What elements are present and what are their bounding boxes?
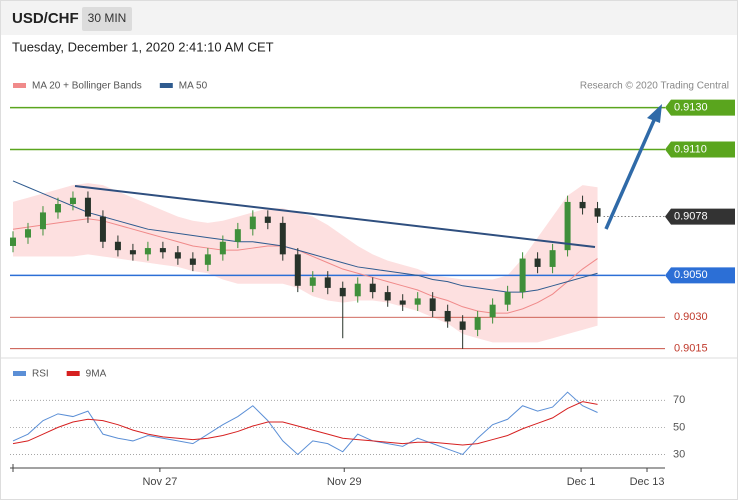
legend-swatch — [13, 83, 26, 88]
x-tick-label: Nov 27 — [142, 476, 177, 488]
level-label: 0.9130 — [674, 101, 708, 113]
x-tick-label: Nov 29 — [327, 476, 362, 488]
level-box — [665, 208, 735, 225]
legend-label: MA 50 — [179, 81, 208, 92]
candle-body — [279, 222, 286, 255]
candle-body — [579, 201, 586, 209]
y-tick-label: 70 — [673, 394, 685, 406]
indicator-line — [12, 401, 598, 446]
candle-body — [114, 241, 121, 251]
legend-swatch — [13, 371, 26, 376]
candle-body — [504, 292, 511, 305]
candle-body — [444, 310, 451, 322]
legend-swatch — [66, 371, 80, 376]
candle-body — [234, 229, 241, 242]
moving-average — [12, 218, 598, 314]
level-box — [665, 141, 735, 158]
legend-swatch — [159, 83, 173, 88]
candle-body — [594, 208, 601, 217]
candle-body — [369, 283, 376, 293]
y-tick-label: 30 — [673, 448, 685, 460]
candle-body — [399, 300, 406, 305]
interval[interactable]: 30 MIN — [88, 11, 127, 25]
candle-body — [264, 216, 271, 223]
level-label: 0.9110 — [674, 143, 707, 155]
annotations — [74, 104, 662, 248]
indicator-line — [12, 391, 598, 456]
candle-body — [354, 283, 361, 297]
attribution: Research © 2020 Trading Central — [580, 81, 729, 92]
candle-body — [39, 212, 46, 230]
arrow-head — [647, 104, 662, 123]
candle-body — [249, 216, 256, 230]
level-label: 0.9078 — [674, 211, 708, 223]
legend-label: 9MA — [86, 369, 107, 380]
candle-body — [24, 229, 31, 238]
y-tick-label: 50 — [673, 421, 685, 433]
moving-average — [12, 180, 598, 293]
symbol: USD/CHF — [12, 10, 79, 27]
candle-body — [189, 258, 196, 265]
candle-body — [549, 250, 556, 267]
candle-body — [564, 201, 571, 251]
level-label: 0.9030 — [674, 311, 708, 323]
candle-body — [129, 250, 136, 255]
legend-label: MA 20 + Bollinger Bands — [32, 81, 142, 92]
candle-body — [519, 258, 526, 293]
candle-body — [69, 197, 76, 205]
candle-body — [489, 304, 496, 318]
candle-body — [414, 298, 421, 305]
candle-body — [309, 277, 316, 286]
candle-body — [144, 248, 151, 255]
timestamp: Tuesday, December 1, 2020 2:41:10 AM CET — [12, 39, 274, 54]
x-tick-label: Dec 13 — [630, 476, 665, 488]
candle-body — [534, 258, 541, 267]
candle-body — [339, 287, 346, 297]
interval-button[interactable] — [82, 7, 132, 31]
candle-body — [159, 248, 166, 253]
candle-body — [429, 298, 436, 311]
level-box — [665, 267, 735, 284]
level-label: 0.9015 — [674, 343, 708, 355]
level-box — [665, 99, 735, 116]
candle-body — [204, 254, 211, 265]
candle-body — [294, 254, 301, 286]
x-tick-label: Dec 1 — [567, 476, 596, 488]
candle-body — [459, 321, 466, 330]
candle-body — [384, 292, 391, 301]
candle-body — [84, 197, 91, 217]
legend-label: RSI — [32, 369, 49, 380]
level-label: 0.9050 — [674, 269, 708, 281]
candle-body — [174, 252, 181, 259]
forecast-arrow — [604, 117, 657, 230]
candle-body — [324, 277, 331, 288]
candle-body — [99, 216, 106, 242]
candle-body — [474, 317, 481, 330]
candle-body — [9, 237, 16, 246]
trend-line — [74, 185, 596, 248]
candle-body — [54, 204, 61, 213]
candle-body — [219, 241, 226, 255]
